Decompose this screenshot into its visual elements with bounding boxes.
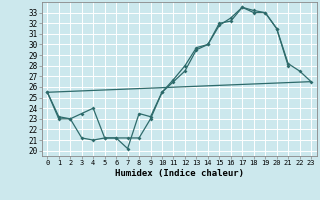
- X-axis label: Humidex (Indice chaleur): Humidex (Indice chaleur): [115, 169, 244, 178]
